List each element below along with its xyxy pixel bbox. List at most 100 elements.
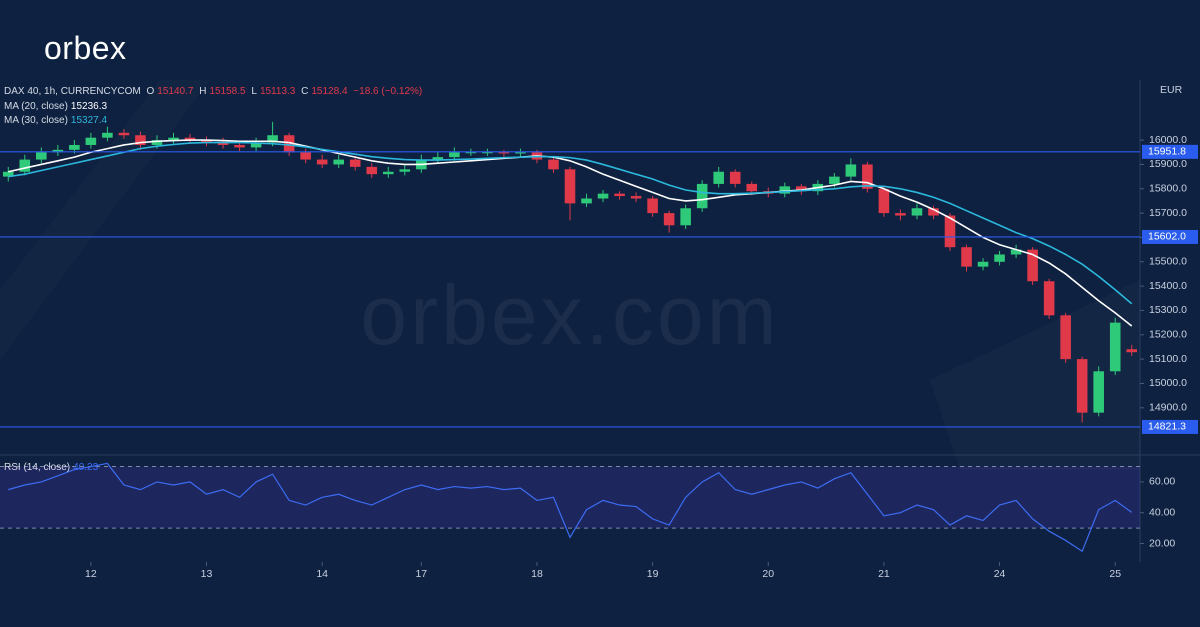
candle-body [19,159,31,172]
chart-header: DAX 40, 1h, CURRENCYCOM O 15140.7 H 15158.… [4,86,425,97]
ohlc-label: H [199,86,207,97]
candle-body [449,152,460,158]
y-tick-label: 15900.0 [1149,158,1187,170]
candle-body [168,137,179,141]
candle-body [300,152,311,160]
ohlc-label: L [251,86,257,97]
candle-body [36,152,47,160]
ohlc-label: O [146,86,155,97]
candle-body [333,159,344,165]
y-tick-label: 15000.0 [1149,377,1187,389]
unit-label: EUR [1160,84,1183,96]
candle-body [862,164,873,189]
candle-body [399,169,411,172]
y-tick-label: 16000.0 [1149,134,1187,146]
candle-body [432,157,444,160]
legend-name: MA (20, close) [4,101,68,112]
candle-body [895,213,906,216]
x-tick-label: 21 [878,568,890,580]
ohlc-value: 15158.5 [209,86,246,97]
candle-body [102,132,113,138]
candle-body [647,198,658,214]
candle-body [597,193,609,199]
y-tick-label: 15700.0 [1149,207,1187,219]
y-tick-label: 15800.0 [1149,183,1187,195]
candle-body [349,159,361,167]
candle-body [1109,322,1121,372]
candle-body [151,140,163,145]
y-tick-label: 15500.0 [1149,256,1187,268]
candle-body [135,135,146,145]
y-tick-label: 15300.0 [1149,304,1187,316]
candle-body [366,166,378,175]
y-tick-label: 20.00 [1149,537,1175,549]
candle-body [829,176,840,184]
ohlc-label: C [301,86,309,97]
legend-entry: MA (20, close) 15236.3 [4,101,110,112]
rsi-band [0,466,1140,529]
legend-value: 15327.4 [70,115,108,126]
candle-body [1126,349,1138,353]
ohlc-value: 15128.4 [311,86,348,97]
rsi-line [8,462,1133,553]
watermark: orbex.com [360,268,779,362]
candle-body [663,213,675,226]
x-tick-label: 17 [415,568,427,580]
candle-body [1093,371,1104,413]
y-tick-label: 14900.0 [1149,402,1187,414]
legend-entry: RSI (14, close) 40.23 [4,462,101,473]
candle-body [696,183,708,209]
logo: orbex [44,30,127,66]
candle-body [977,261,989,267]
legend-value: 15236.3 [70,101,108,112]
level-label: 15602.0 [1148,231,1186,243]
candle-body [234,144,245,148]
candle-body [729,171,741,184]
candle-body [2,171,14,177]
x-tick-label: 12 [85,568,97,580]
level-label: 14821.3 [1148,421,1186,433]
x-tick-label: 19 [647,568,659,580]
candle-body [564,169,576,204]
level-label-box [1142,229,1198,244]
candle-body [382,171,394,175]
candle-body [1076,359,1088,413]
candle-body [581,198,592,204]
candle-body [944,215,956,248]
candle-body [52,149,64,153]
candle-body [201,140,212,143]
change-label: −18.6 (−0.12%) [353,86,423,97]
candle-body [994,254,1005,262]
level-label-box [1142,419,1198,434]
candle-body [845,164,857,177]
candle-body [878,188,890,214]
x-tick-label: 14 [316,568,328,580]
level-label-box [1142,144,1198,159]
chart-title: DAX 40, 1h, CURRENCYCOM [4,86,141,97]
level-label: 15951.8 [1148,146,1186,158]
candle-body [713,171,724,184]
candle-body [316,159,328,165]
candle-body [217,142,229,145]
x-tick-label: 13 [201,568,213,580]
legend-entry: MA (30, close) 15327.4 [4,115,110,126]
moving-average-line [8,139,1133,327]
candle-body [779,186,791,194]
y-tick-label: 15400.0 [1149,280,1187,292]
candle-body [928,208,939,216]
candle-body [465,152,477,154]
ohlc-value: 15140.7 [157,86,194,97]
candle-body [250,142,262,148]
x-tick-label: 24 [994,568,1006,580]
moving-average-line [8,141,1133,305]
candle-body [911,208,923,216]
candle-body [1027,249,1038,282]
candle-body [267,135,278,143]
candle-body [69,144,80,150]
candle-body [630,196,642,199]
legend-value: 40.23 [73,462,99,473]
legend-name: MA (30, close) [4,115,68,126]
